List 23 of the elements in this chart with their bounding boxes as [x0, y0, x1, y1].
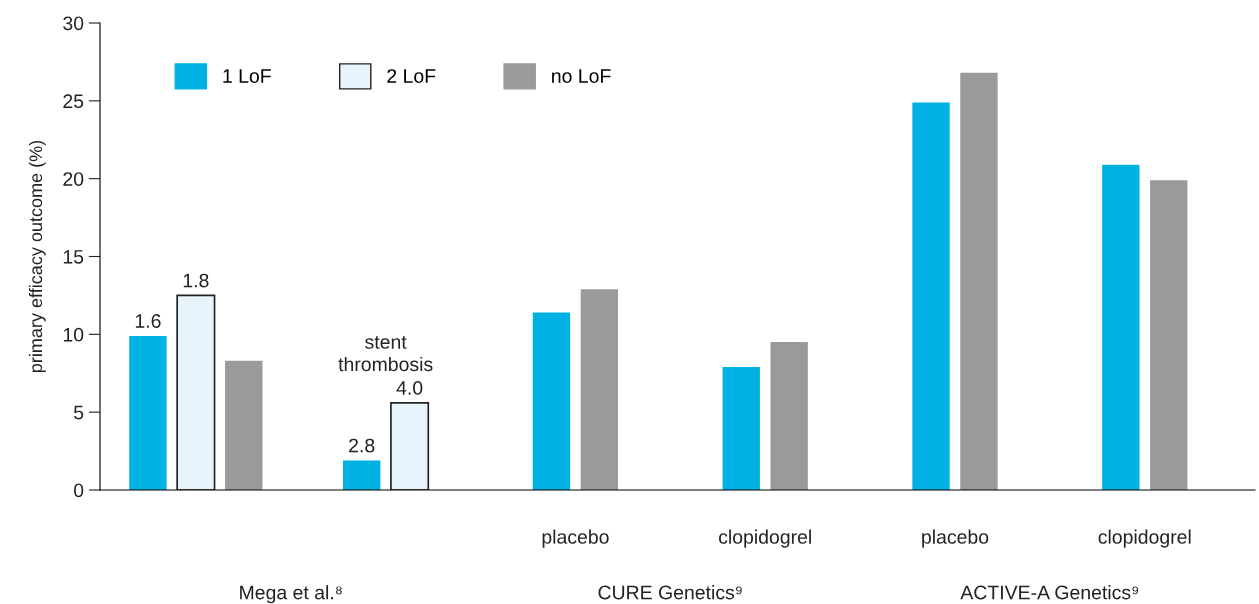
legend-label: 1 LoF	[223, 69, 271, 83]
legend-label: no LoF	[552, 69, 611, 83]
y-tick-label: 15	[63, 250, 84, 264]
y-axis-title: primary efficacy outcome (%)	[28, 140, 46, 373]
y-tick-label: 30	[63, 16, 84, 31]
y-tick-label: 0	[73, 483, 84, 498]
legend-label: 2 LoF	[387, 69, 436, 83]
y-tick-label: 10	[63, 327, 84, 342]
x-tick-label: clopidogrel	[719, 529, 811, 548]
x-tick-label: placebo	[922, 529, 989, 548]
y-tick-label: 5	[73, 405, 84, 420]
annotation: 1.8	[183, 273, 209, 288]
text: ACTIVE-A Genetics⁹	[960, 585, 1139, 600]
y-tick-label: 20	[63, 172, 84, 186]
text: Mega et al.⁸	[240, 585, 342, 604]
annotation: 1.6	[135, 314, 161, 328]
annotation: 4.0	[396, 381, 423, 395]
x-tick-label: placebo	[542, 529, 609, 548]
annotation: stent thrombosis	[338, 336, 433, 372]
annotation: 2.8	[349, 438, 375, 453]
text: CURE Genetics⁹	[598, 585, 742, 600]
y-tick-label: 25	[63, 94, 84, 109]
x-tick-label: clopidogrel	[1098, 529, 1191, 548]
